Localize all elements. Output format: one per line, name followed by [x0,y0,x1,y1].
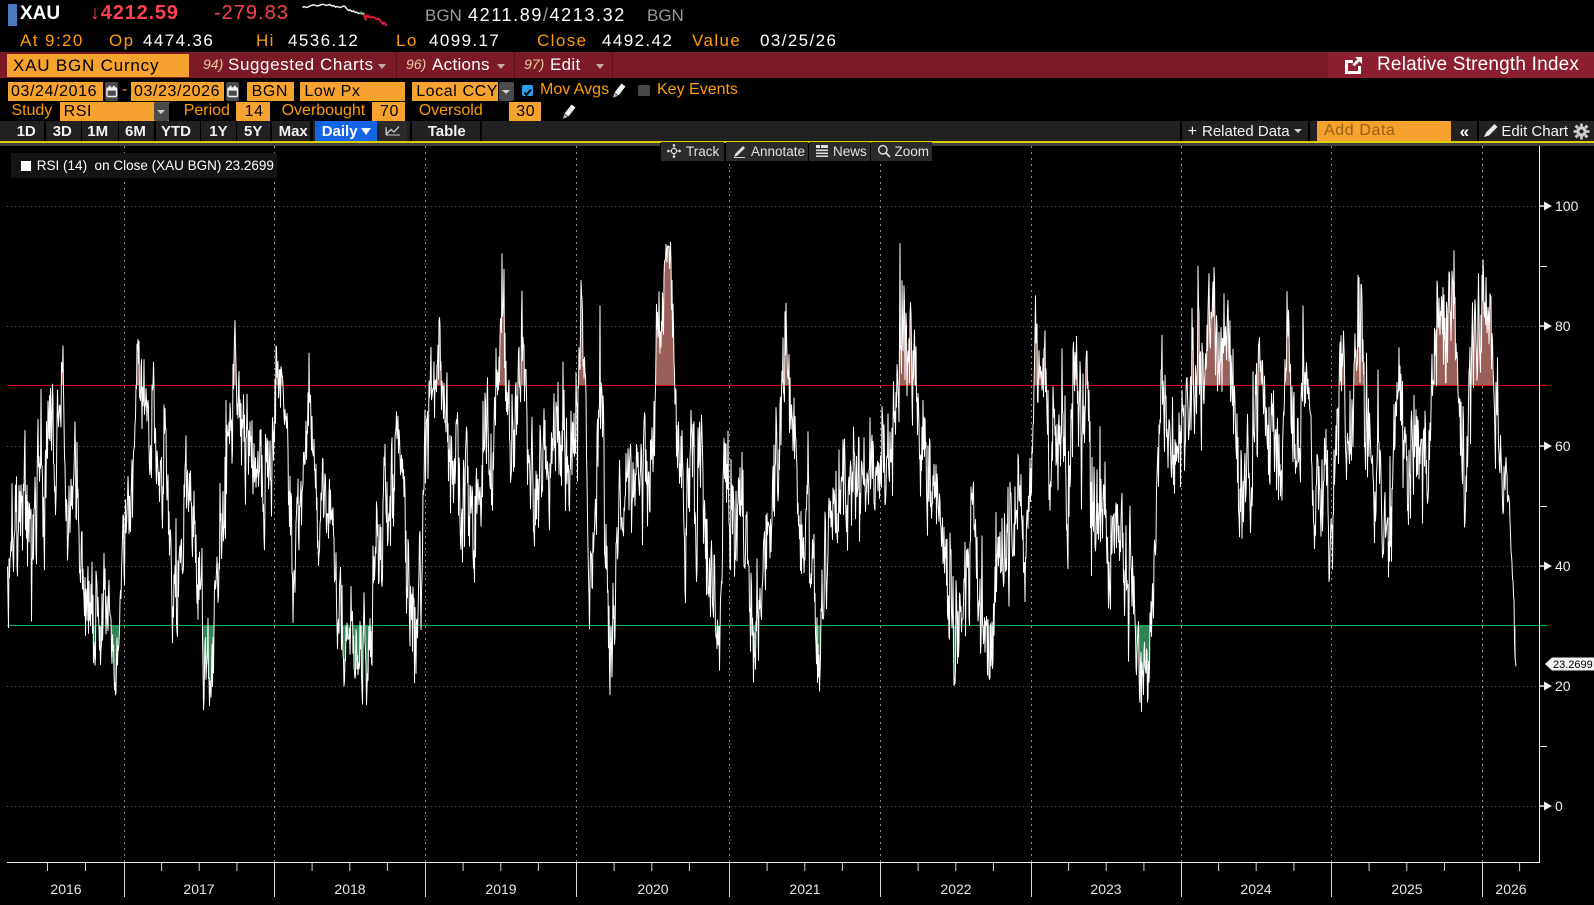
svg-text:2024: 2024 [1240,881,1271,897]
svg-text:2020: 2020 [637,881,668,897]
svg-text:2021: 2021 [789,881,820,897]
svg-text:2022: 2022 [940,881,971,897]
svg-text:2016: 2016 [50,881,81,897]
svg-text:100: 100 [1555,198,1579,214]
svg-text:23.2699: 23.2699 [1553,659,1593,671]
svg-text:20: 20 [1555,678,1571,694]
svg-text:2026: 2026 [1495,881,1526,897]
svg-text:2017: 2017 [183,881,214,897]
svg-text:2019: 2019 [485,881,516,897]
svg-text:0: 0 [1555,798,1563,814]
svg-text:40: 40 [1555,558,1571,574]
svg-text:2025: 2025 [1391,881,1422,897]
svg-text:2018: 2018 [334,881,365,897]
svg-text:80: 80 [1555,318,1571,334]
svg-text:2023: 2023 [1090,881,1121,897]
svg-text:60: 60 [1555,438,1571,454]
